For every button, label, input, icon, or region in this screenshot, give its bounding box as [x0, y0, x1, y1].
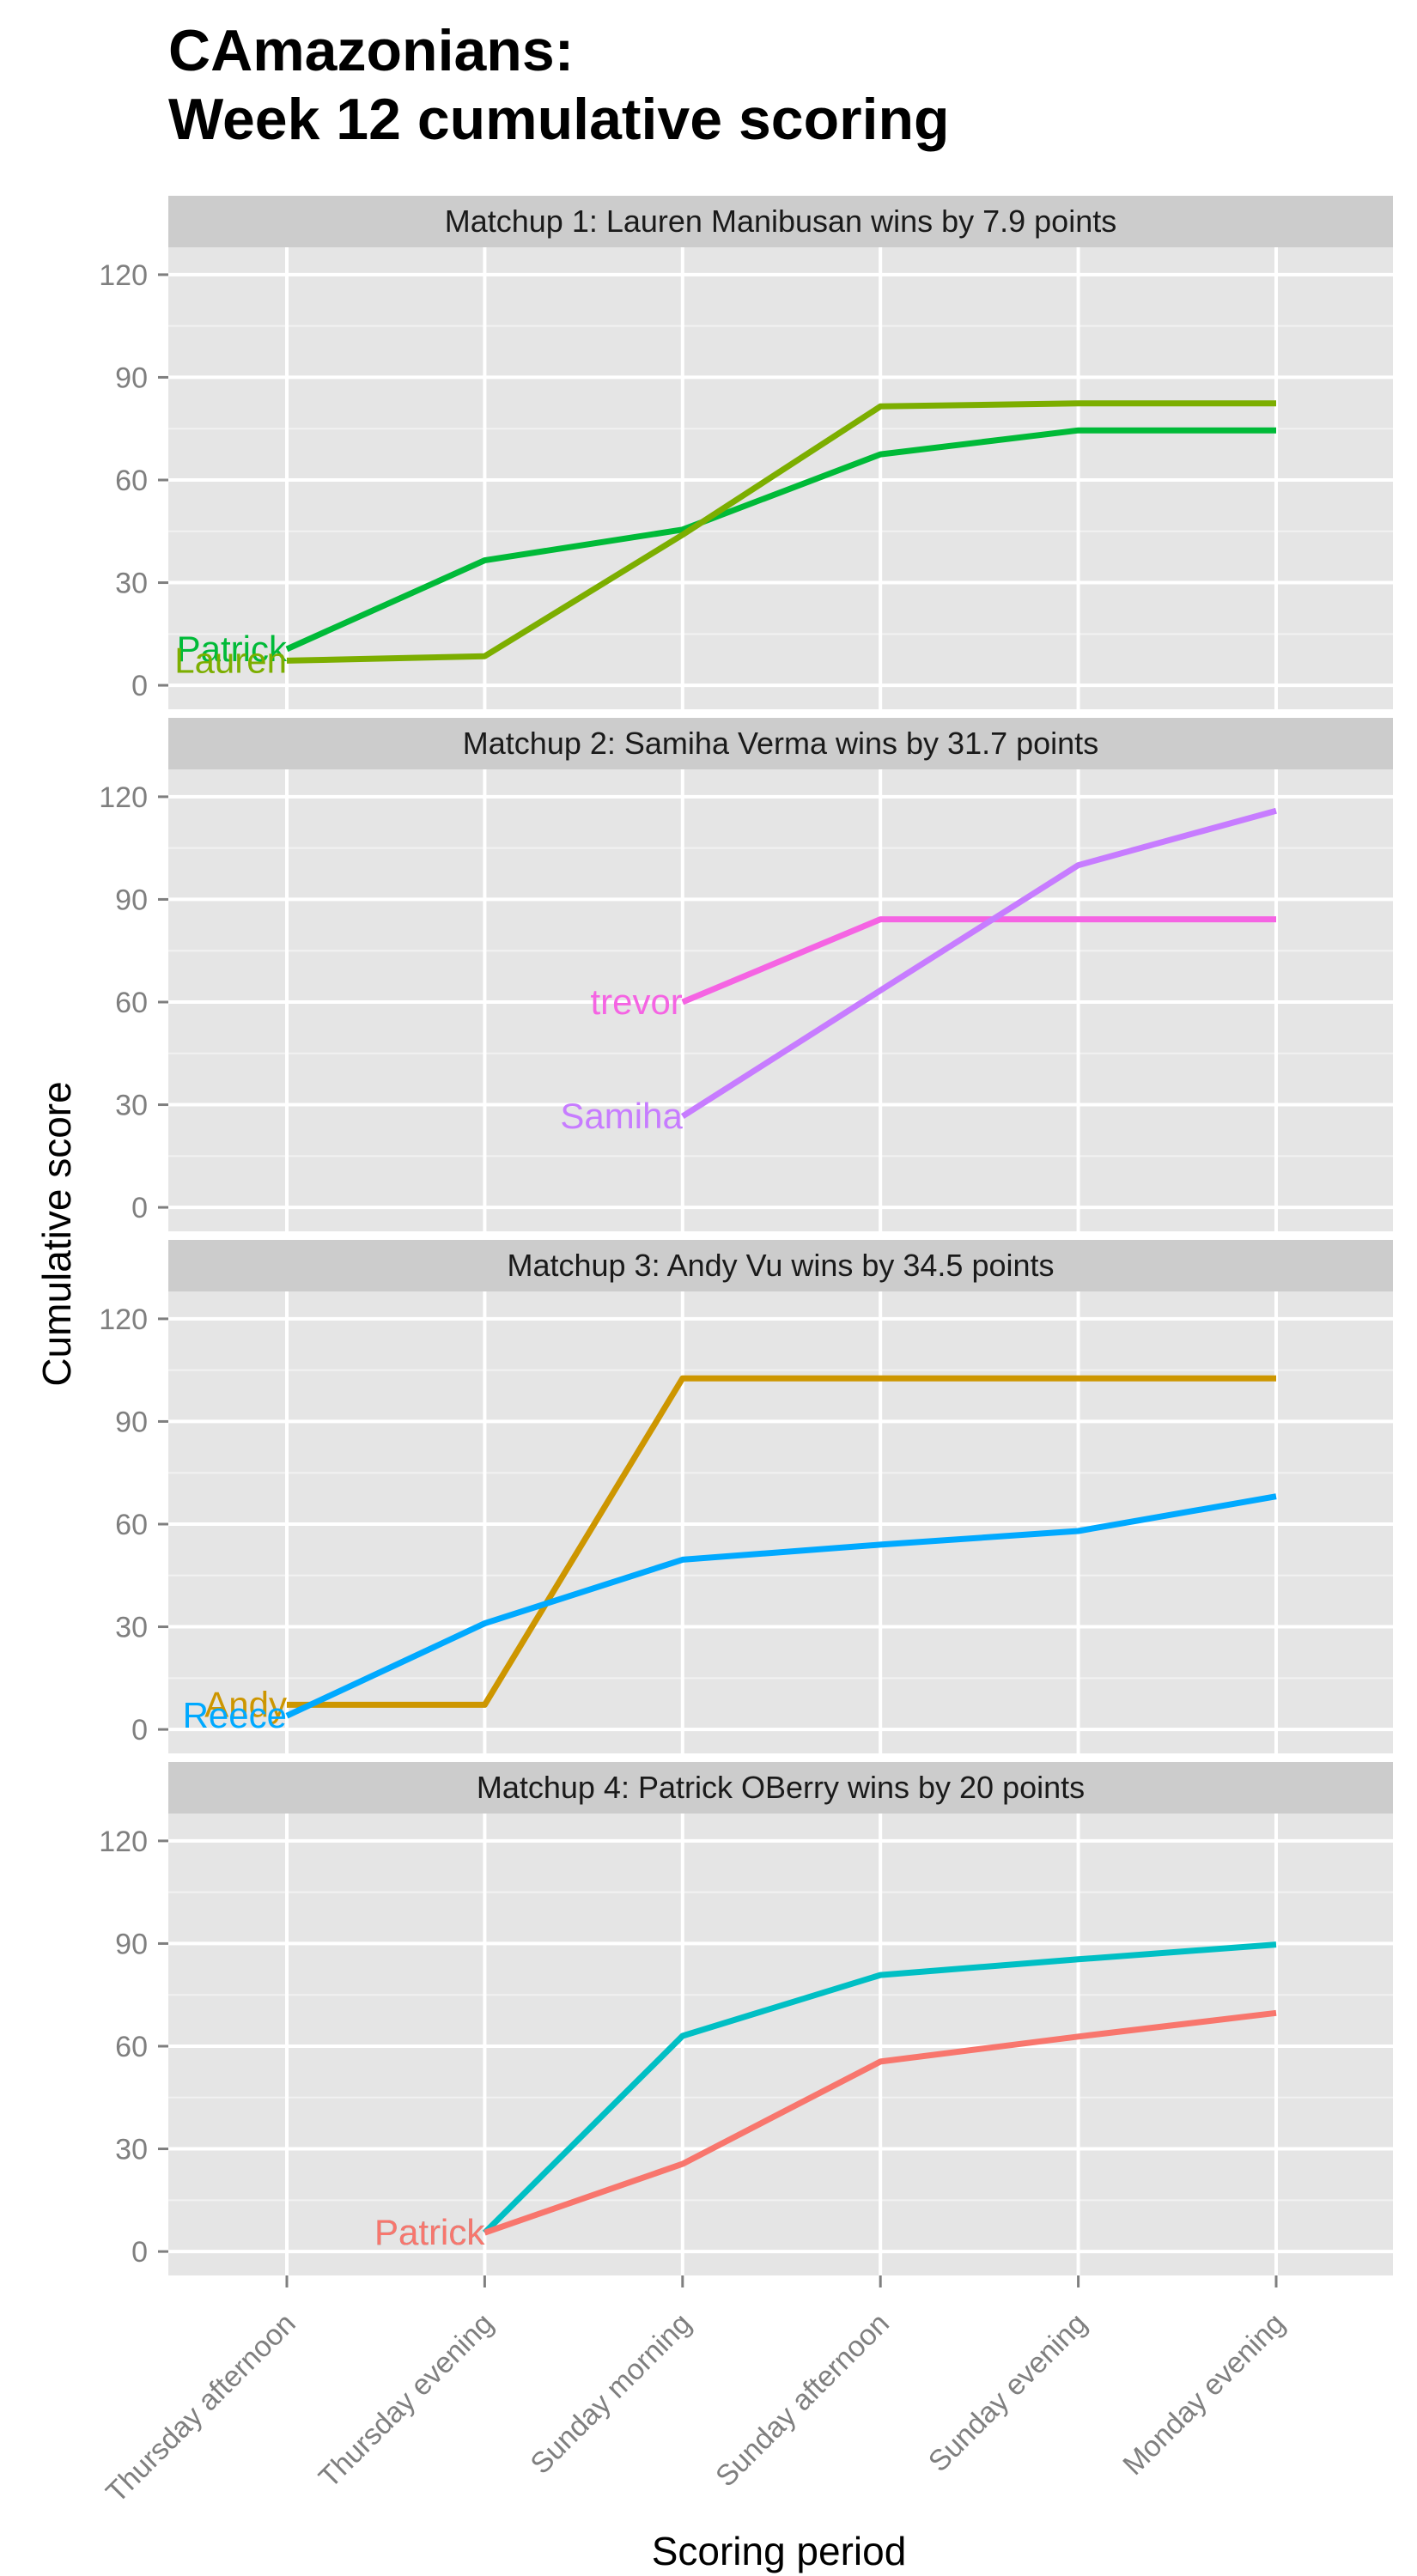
- facet-3: Matchup 3: Andy Vu wins by 34.5 points 0 3…: [99, 1240, 1393, 1753]
- facet-strip: [168, 1240, 1393, 1291]
- facet-title: Matchup 2: Samiha Verma wins by 31.7 poi…: [463, 726, 1098, 761]
- series-label-andy: Andy: [204, 1684, 287, 1724]
- facet-title: Matchup 1: Lauren Manibusan wins by 7.9 …: [445, 204, 1116, 239]
- facet-panels: Matchup 1: Lauren Manibusan wins by 7.9 …: [99, 196, 1393, 2275]
- chart-title-line-1: CAmazonians:: [168, 18, 574, 83]
- series-line-patrick: [483, 2009, 1277, 2236]
- x-axis-title: Scoring period: [652, 2529, 907, 2573]
- series-label-patrick: Patrick: [374, 2212, 485, 2252]
- y-tick-label: 90: [115, 361, 148, 394]
- y-tick-label: 30: [115, 1090, 148, 1122]
- y-tick-label: 90: [115, 1406, 148, 1438]
- y-tick-label: 120: [99, 259, 148, 292]
- x-tick-label: Thursday afternoon: [100, 2307, 301, 2509]
- series-line-samiha: [680, 807, 1277, 1120]
- series-label-trevor: trevor: [590, 981, 682, 1022]
- y-tick-label: 30: [115, 1612, 148, 1644]
- series-line-reece: [285, 1493, 1277, 1719]
- series-label-patrick: Patrick: [374, 2212, 485, 2252]
- series-line-andy: [287, 1375, 1276, 1708]
- x-axis-ticks: Thursday afternoon Thursday evening Sunday…: [100, 2275, 1292, 2509]
- y-tick-label: 90: [115, 884, 148, 916]
- series-label-patrick: Patrick: [177, 629, 288, 669]
- facet-4: Matchup 4: Patrick OBerry wins by 20 poi…: [99, 1762, 1393, 2275]
- y-tick-label: 30: [115, 2134, 148, 2166]
- y-tick-label: 0: [131, 1714, 148, 1747]
- series-line-trevor: [681, 916, 1276, 1005]
- facet-2: Matchup 2: Samiha Verma wins by 31.7 poi…: [99, 718, 1393, 1231]
- y-axis-title: Cumulative score: [34, 1081, 79, 1386]
- y-tick-label: 60: [115, 2031, 148, 2063]
- y-tick-label: 30: [115, 568, 148, 600]
- x-tick-label: Sunday evening: [922, 2307, 1093, 2478]
- y-tick-label: 120: [99, 1826, 148, 1858]
- y-tick-label: 0: [131, 670, 148, 702]
- x-tick-label: Sunday morning: [525, 2307, 698, 2481]
- y-tick-label: 90: [115, 1928, 148, 1960]
- y-tick-label: 60: [115, 465, 148, 497]
- series-line-patrick: [285, 427, 1276, 653]
- facet-title: Matchup 4: Patrick OBerry wins by 20 poi…: [477, 1770, 1085, 1805]
- facet-strip: [168, 1762, 1393, 1814]
- chart-title-line-2: Week 12 cumulative scoring: [168, 87, 950, 152]
- y-tick-label: 60: [115, 987, 148, 1019]
- facet-1: Matchup 1: Lauren Manibusan wins by 7.9 …: [99, 196, 1393, 709]
- facet-title: Matchup 3: Andy Vu wins by 34.5 points: [507, 1248, 1054, 1283]
- facet-strip: [168, 196, 1393, 247]
- x-tick-label: Sunday afternoon: [709, 2307, 896, 2494]
- series-line-lauren: [286, 400, 1276, 664]
- series-label-lauren: Lauren: [174, 640, 287, 680]
- series-label-reece: Reece: [183, 1695, 287, 1735]
- series-line-patrick: [482, 1941, 1277, 2235]
- y-tick-label: 60: [115, 1509, 148, 1541]
- series-label-samiha: Samiha: [560, 1096, 683, 1136]
- y-tick-label: 120: [99, 781, 148, 814]
- x-tick-label: Monday evening: [1116, 2307, 1291, 2482]
- y-tick-label: 120: [99, 1303, 148, 1336]
- facet-strip: [168, 718, 1393, 769]
- x-tick-label: Thursday evening: [313, 2307, 500, 2494]
- y-tick-label: 0: [131, 2236, 148, 2269]
- y-tick-label: 0: [131, 1192, 148, 1224]
